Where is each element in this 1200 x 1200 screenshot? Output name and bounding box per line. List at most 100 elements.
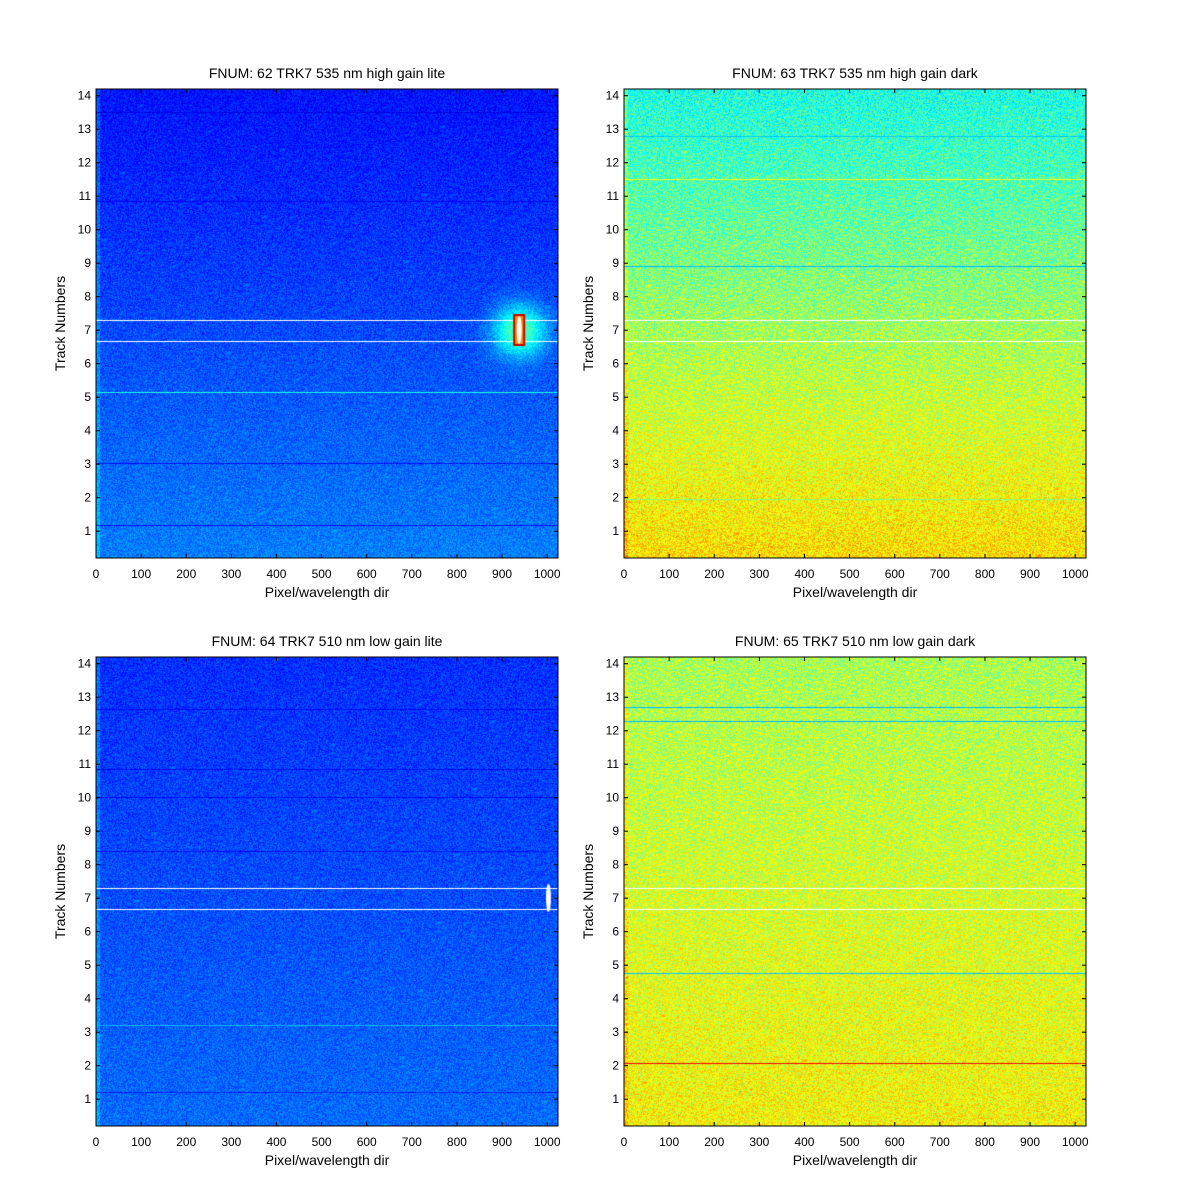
plot-frame [623, 656, 1087, 1127]
panel-title: FNUM: 65 TRK7 510 nm low gain dark [735, 633, 976, 649]
x-tick-label: 0 [621, 1135, 628, 1149]
x-axis-label: Pixel/wavelength dir [265, 1152, 390, 1168]
panel-title: FNUM: 63 TRK7 535 nm high gain dark [732, 65, 979, 81]
x-tick-label: 200 [176, 567, 196, 581]
x-tick-label: 0 [93, 567, 100, 581]
y-tick-label: 11 [79, 757, 92, 771]
x-tick-label: 700 [930, 567, 950, 581]
y-tick-label: 1 [612, 1092, 619, 1106]
panel-title: FNUM: 64 TRK7 510 nm low gain lite [212, 633, 443, 649]
y-tick-label: 6 [84, 357, 91, 371]
y-tick-label: 8 [612, 858, 619, 872]
x-tick-label: 700 [930, 1135, 950, 1149]
y-tick-label: 3 [612, 457, 619, 471]
x-tick-label: 200 [176, 1135, 196, 1149]
x-tick-label: 200 [704, 1135, 724, 1149]
y-tick-label: 2 [612, 1059, 619, 1073]
y-tick-label: 9 [84, 824, 91, 838]
x-tick-label: 800 [447, 567, 467, 581]
y-tick-label: 12 [606, 156, 620, 170]
x-tick-label: 900 [492, 567, 512, 581]
x-tick-label: 900 [492, 1135, 512, 1149]
y-tick-label: 3 [612, 1025, 619, 1039]
panel-title: FNUM: 62 TRK7 535 nm high gain lite [209, 65, 446, 81]
y-tick-label: 5 [84, 390, 91, 404]
y-tick-label: 12 [78, 156, 92, 170]
y-tick-label: 9 [84, 256, 91, 270]
x-tick-label: 600 [885, 1135, 905, 1149]
x-tick-label: 500 [312, 1135, 332, 1149]
x-tick-label: 700 [402, 567, 422, 581]
x-tick-label: 200 [704, 567, 724, 581]
y-tick-label: 7 [612, 891, 619, 905]
y-tick-label: 4 [84, 992, 91, 1006]
y-axis-label: Track Numbers [52, 276, 68, 371]
y-tick-label: 7 [84, 323, 91, 337]
x-tick-label: 300 [221, 1135, 241, 1149]
y-tick-label: 5 [612, 958, 619, 972]
y-tick-label: 13 [606, 690, 620, 704]
y-tick-label: 8 [84, 290, 91, 304]
heatmap-image [624, 657, 1086, 1126]
plot-frame [623, 88, 1087, 559]
x-tick-label: 100 [659, 1135, 679, 1149]
y-tick-label: 2 [84, 1059, 91, 1073]
x-tick-label: 800 [447, 1135, 467, 1149]
x-tick-label: 900 [1020, 567, 1040, 581]
x-tick-label: 0 [621, 567, 628, 581]
y-tick-label: 6 [612, 925, 619, 939]
y-tick-label: 10 [606, 223, 620, 237]
heatmap-image [96, 657, 558, 1126]
x-tick-label: 1000 [1062, 567, 1089, 581]
x-axis-label: Pixel/wavelength dir [793, 1152, 918, 1168]
y-tick-label: 14 [78, 89, 92, 103]
x-tick-label: 400 [794, 567, 814, 581]
y-tick-label: 12 [606, 724, 620, 738]
plot-frame [95, 88, 559, 559]
x-tick-label: 100 [131, 1135, 151, 1149]
y-tick-label: 13 [78, 690, 92, 704]
x-tick-label: 800 [975, 1135, 995, 1149]
x-tick-label: 1000 [534, 567, 561, 581]
x-axis-label: Pixel/wavelength dir [793, 584, 918, 600]
x-tick-label: 700 [402, 1135, 422, 1149]
y-tick-label: 11 [607, 189, 620, 203]
x-tick-label: 400 [266, 1135, 286, 1149]
x-tick-label: 500 [312, 567, 332, 581]
x-tick-label: 400 [794, 1135, 814, 1149]
y-tick-label: 4 [612, 992, 619, 1006]
x-tick-label: 1000 [534, 1135, 561, 1149]
y-tick-label: 11 [79, 189, 92, 203]
y-tick-label: 2 [612, 491, 619, 505]
x-tick-label: 300 [221, 567, 241, 581]
y-tick-label: 10 [78, 791, 92, 805]
y-tick-label: 4 [612, 424, 619, 438]
heatmap-image [624, 89, 1086, 558]
y-tick-label: 11 [607, 757, 620, 771]
panel-4: 0 100 200 300 400 500 600 700 800 900 100012345678… [580, 633, 1089, 1168]
panel-1: 0 100 200 300 400 500 600 700 800 900 100012345678… [52, 65, 561, 600]
y-tick-label: 9 [612, 824, 619, 838]
x-tick-label: 500 [840, 567, 860, 581]
y-axis-label: Track Numbers [580, 276, 596, 371]
y-tick-label: 14 [606, 657, 620, 671]
panel-2: 0 100 200 300 400 500 600 700 800 900 100012345678… [580, 65, 1089, 600]
x-axis-label: Pixel/wavelength dir [265, 584, 390, 600]
x-tick-label: 400 [266, 567, 286, 581]
y-tick-label: 3 [84, 1025, 91, 1039]
y-axis-label: Track Numbers [52, 844, 68, 939]
y-tick-label: 14 [78, 657, 92, 671]
x-tick-label: 600 [357, 1135, 377, 1149]
x-tick-label: 500 [840, 1135, 860, 1149]
y-axis-label: Track Numbers [580, 844, 596, 939]
y-tick-label: 14 [606, 89, 620, 103]
y-tick-label: 9 [612, 256, 619, 270]
y-tick-label: 6 [84, 925, 91, 939]
y-tick-label: 1 [84, 1092, 91, 1106]
y-tick-label: 8 [84, 858, 91, 872]
x-tick-label: 900 [1020, 1135, 1040, 1149]
y-tick-label: 2 [84, 491, 91, 505]
y-tick-label: 3 [84, 457, 91, 471]
x-tick-label: 0 [93, 1135, 100, 1149]
